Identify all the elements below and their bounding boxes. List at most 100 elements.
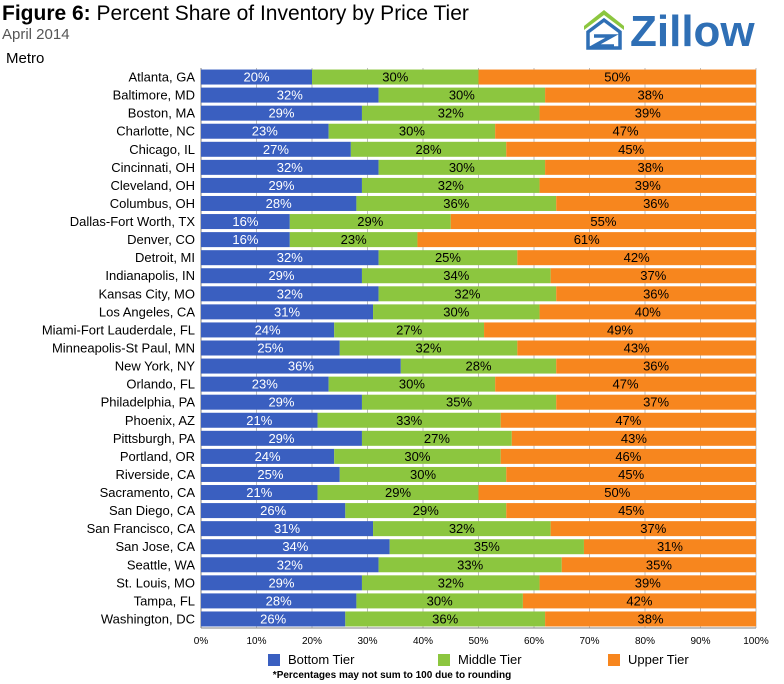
data-label-bottom: 25%: [257, 341, 283, 356]
bar-bottom: [201, 485, 318, 501]
bar-middle: [334, 322, 485, 338]
data-label-middle: 23%: [341, 232, 367, 247]
data-label-bottom: 29%: [268, 575, 294, 590]
data-label-middle: 32%: [438, 575, 464, 590]
data-label-middle: 29%: [413, 503, 439, 518]
data-label-bottom: 29%: [268, 431, 294, 446]
category-label: Riverside, CA: [116, 467, 196, 482]
bar-upper: [556, 394, 756, 410]
data-label-upper: 45%: [618, 142, 644, 157]
data-label-bottom: 16%: [232, 214, 258, 229]
bar-upper: [478, 69, 756, 85]
bar-bottom: [201, 358, 401, 374]
bar-bottom: [201, 575, 362, 591]
bar-bottom: [201, 448, 335, 464]
bar-upper: [417, 232, 756, 248]
data-label-upper: 39%: [635, 178, 661, 193]
legend-label-middle: Middle Tier: [458, 652, 522, 667]
bar-upper: [545, 159, 756, 175]
bar-upper: [550, 521, 756, 537]
data-label-middle: 27%: [424, 431, 450, 446]
category-label: Los Angeles, CA: [99, 304, 195, 319]
bar-bottom: [201, 141, 351, 157]
data-label-upper: 37%: [640, 268, 666, 283]
data-label-middle: 29%: [357, 214, 383, 229]
data-label-bottom: 24%: [255, 449, 281, 464]
data-label-upper: 43%: [624, 341, 650, 356]
bar-bottom: [201, 214, 290, 230]
data-label-bottom: 32%: [277, 557, 303, 572]
legend-item-upper: Upper Tier: [608, 652, 689, 667]
bar-middle: [373, 304, 540, 320]
data-label-upper: 36%: [643, 286, 669, 301]
category-label: Seattle, WA: [127, 557, 195, 572]
bar-upper: [545, 87, 756, 103]
bar-bottom: [201, 593, 357, 609]
data-label-upper: 42%: [624, 250, 650, 265]
data-label-middle: 30%: [410, 467, 436, 482]
data-label-upper: 47%: [615, 413, 641, 428]
data-label-upper: 36%: [643, 359, 669, 374]
category-label: Cleveland, OH: [110, 178, 195, 193]
data-label-upper: 37%: [643, 395, 669, 410]
bar-middle: [389, 539, 584, 555]
legend-item-bottom: Bottom Tier: [268, 652, 354, 667]
bar-upper: [511, 430, 756, 446]
data-label-upper: 35%: [646, 557, 672, 572]
category-label: Miami-Fort Lauderdale, FL: [42, 322, 195, 337]
bar-upper: [539, 575, 756, 591]
data-label-middle: 29%: [385, 485, 411, 500]
x-tick-label: 100%: [743, 636, 769, 647]
data-label-upper: 38%: [638, 88, 664, 103]
bar-bottom: [201, 322, 335, 338]
legend-swatch-bottom: [268, 653, 280, 666]
data-label-upper: 49%: [607, 322, 633, 337]
data-label-bottom: 26%: [260, 503, 286, 518]
data-label-bottom: 25%: [257, 467, 283, 482]
data-label-bottom: 28%: [266, 593, 292, 608]
bar-bottom: [201, 304, 374, 320]
data-label-middle: 35%: [446, 395, 472, 410]
bar-bottom: [201, 340, 340, 356]
category-label: Charlotte, NC: [116, 124, 195, 139]
data-label-upper: 39%: [635, 106, 661, 121]
data-label-bottom: 31%: [274, 304, 300, 319]
x-tick-label: 20%: [302, 636, 322, 647]
category-label: Cincinnati, OH: [111, 160, 195, 175]
category-label: St. Louis, MO: [116, 575, 195, 590]
x-tick-label: 0%: [194, 636, 209, 647]
bar-upper: [522, 593, 756, 609]
bar-middle: [289, 214, 451, 230]
data-label-upper: 38%: [638, 611, 664, 626]
bar-middle: [312, 69, 479, 85]
bar-upper: [484, 322, 756, 338]
category-label: San Diego, CA: [109, 503, 195, 518]
bar-bottom: [201, 87, 379, 103]
bar-middle: [361, 430, 512, 446]
data-label-middle: 30%: [382, 70, 408, 85]
bar-middle: [361, 575, 540, 591]
data-label-upper: 46%: [615, 449, 641, 464]
bar-middle: [378, 286, 557, 302]
bar-upper: [450, 214, 756, 230]
bar-bottom: [201, 521, 374, 537]
x-tick-label: 80%: [635, 636, 655, 647]
bar-middle: [361, 105, 540, 121]
bar-bottom: [201, 195, 357, 211]
x-tick-label: 50%: [468, 636, 488, 647]
data-label-middle: 32%: [416, 341, 442, 356]
bar-bottom: [201, 159, 379, 175]
chart-subtitle: April 2014: [2, 26, 70, 43]
bar-middle: [356, 195, 557, 211]
category-label: Baltimore, MD: [113, 88, 195, 103]
bar-middle: [400, 358, 557, 374]
bar-bottom: [201, 466, 340, 482]
bar-upper: [545, 611, 756, 627]
bar-bottom: [201, 232, 290, 248]
data-label-upper: 50%: [604, 70, 630, 85]
data-label-upper: 31%: [657, 539, 683, 554]
bar-middle: [361, 394, 557, 410]
bar-bottom: [201, 177, 362, 193]
data-label-bottom: 20%: [243, 70, 269, 85]
bar-middle: [361, 268, 551, 284]
